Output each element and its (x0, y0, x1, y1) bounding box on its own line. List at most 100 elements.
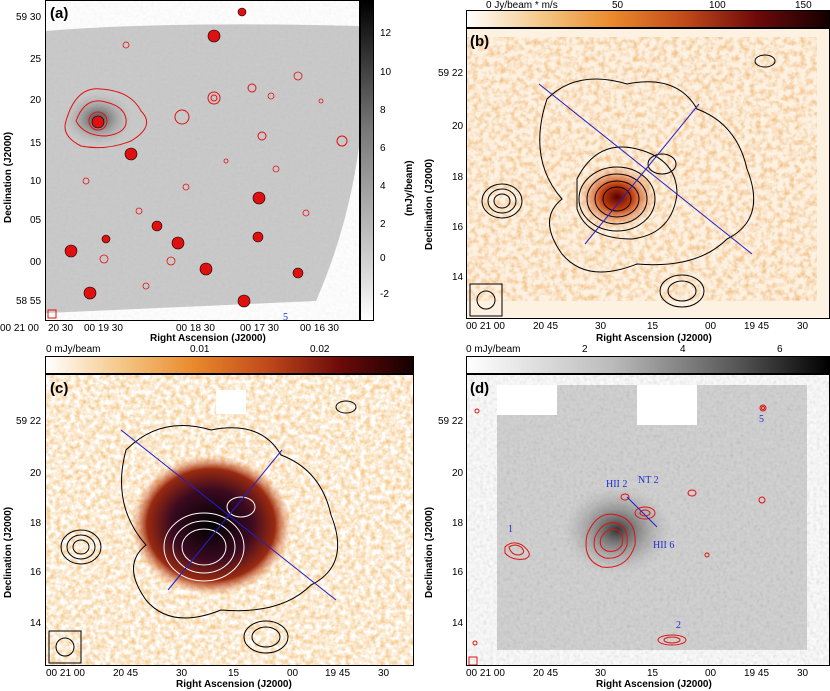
panel-c-colorbar (45, 356, 414, 374)
cbtick-b-50: 50 (612, 0, 624, 11)
xtick-b-0: 00 21 00 (466, 321, 505, 332)
panel-c-image (45, 374, 414, 666)
cbtick-b-150: 150 (795, 0, 812, 11)
xtick-a-2: 00 19 30 (84, 323, 123, 334)
cbtick-a-12: 12 (380, 28, 392, 39)
xtick-d-6: 30 (797, 668, 809, 679)
ytick-d-3: 16 (452, 567, 464, 578)
xtick-c-0: 00 21 00 (46, 668, 85, 679)
xtick-c-6: 30 (378, 668, 390, 679)
ytick-a-5: 05 (30, 215, 42, 226)
xtick-b-3: 15 (647, 321, 659, 332)
panel-b-ylabel: Declination (J2000) (424, 158, 435, 250)
annotation-5: 5 (759, 414, 764, 425)
xtick-c-4: 00 (287, 668, 299, 679)
xtick-c-5: 19 45 (325, 668, 351, 679)
ytick-a-6: 00 (30, 257, 42, 268)
cbtick-a-8: 8 (380, 105, 386, 116)
panel-c-ylabel: Declination (J2000) (3, 506, 14, 598)
ytick-b-0: 59 22 (438, 68, 464, 79)
annotation-hii-6: HII 6 (653, 540, 675, 551)
xtick-d-4: 00 (705, 668, 717, 679)
panel-d-colorbar (466, 356, 830, 374)
ytick-c-3: 16 (30, 567, 42, 578)
xtick-a-3: 00 18 30 (176, 323, 215, 334)
cbtick-c-001: 0.01 (190, 344, 210, 355)
annotation-2: 2 (676, 620, 681, 631)
cbtick-d-6: 6 (777, 344, 783, 355)
ytick-c-4: 14 (30, 618, 42, 629)
ytick-d-0: 59 22 (438, 416, 464, 427)
cbtick-a-0: 0 (380, 253, 386, 264)
xtick-d-5: 19 45 (744, 668, 770, 679)
xtick-a-4: 00 17 30 (240, 323, 279, 334)
ytick-b-3: 16 (452, 222, 464, 233)
ytick-b-4: 14 (452, 272, 464, 283)
panel-c-xlabel: Right Ascension (J2000) (176, 679, 292, 690)
panel-c-label: (c) (50, 380, 69, 397)
annotation-nt-2: NT 2 (638, 475, 659, 486)
ytick-a-4: 10 (30, 176, 42, 187)
ytick-a-2: 20 (30, 95, 42, 106)
panel-a-image (45, 0, 360, 321)
cbtick-d-2: 2 (582, 344, 588, 355)
xtick-b-5: 19 45 (744, 321, 770, 332)
panel-b-xlabel: Right Ascension (J2000) (596, 333, 712, 344)
panel-d-xlabel: Right Ascension (J2000) (596, 679, 712, 690)
cbtick-a-4: 4 (380, 181, 386, 192)
cbtick-a-neg2: -2 (380, 289, 389, 300)
panel-d-ylabel: Declination (J2000) (424, 506, 435, 598)
ytick-c-0: 59 22 (16, 416, 42, 427)
annotation-hii-2: HII 2 (606, 479, 628, 490)
xtick-d-2: 30 (595, 668, 607, 679)
xtick-b-2: 30 (595, 321, 607, 332)
cbtick-a-10: 10 (380, 67, 392, 78)
cbtick-d-4: 4 (680, 344, 686, 355)
ytick-a-3: 15 (30, 138, 42, 149)
xtick-d-1: 20 45 (533, 668, 559, 679)
cbtick-a-2: 2 (380, 219, 386, 230)
cbtick-b-100: 100 (709, 0, 726, 11)
ytick-d-4: 14 (452, 618, 464, 629)
panel-b-image (466, 28, 830, 319)
xtick-b-1: 20 45 (533, 321, 559, 332)
annotation-1: 1 (508, 524, 513, 535)
xtick-b-4: 00 (705, 321, 717, 332)
xtick-c-2: 30 (176, 668, 188, 679)
panel-a-map (46, 7, 359, 319)
panel-d-label: (d) (470, 380, 490, 397)
xtick-b-6: 30 (797, 321, 809, 332)
panel-b-map (467, 29, 829, 318)
ytick-a-7: 58 55 (16, 296, 42, 307)
xtick-c-3: 15 (228, 668, 240, 679)
ytick-a-1: 25 (30, 54, 42, 65)
cbtick-a-6: 6 (380, 143, 386, 154)
ytick-d-1: 20 (452, 468, 464, 479)
panel-a-stray-label: 5 (283, 312, 288, 323)
cbtick-c-0: 0 mJy/beam (46, 344, 101, 355)
ytick-b-1: 20 (452, 121, 464, 132)
xtick-a-5: 00 16 30 (300, 323, 339, 334)
xtick-a-1: 20 30 (48, 323, 74, 334)
ytick-b-2: 18 (452, 172, 464, 183)
panel-a-ylabel: Declination (J2000) (3, 131, 14, 223)
ytick-c-1: 20 (30, 468, 42, 479)
panel-b-label: (b) (470, 33, 490, 50)
panel-a-colorbar-label: (mJy/beam) (404, 160, 415, 216)
xtick-d-0: 00 21 00 (466, 668, 505, 679)
panel-a-colorbar (360, 0, 374, 321)
panel-c-map (46, 375, 413, 665)
panel-b-colorbar (466, 10, 830, 28)
panel-d-image (466, 374, 830, 666)
ytick-c-2: 18 (30, 518, 42, 529)
ytick-d-2: 18 (452, 518, 464, 529)
cbtick-b-0: 0 Jy/beam * m/s (486, 0, 558, 11)
panel-d-map (468, 385, 807, 665)
xtick-c-1: 20 45 (113, 668, 139, 679)
cbtick-c-002: 0.02 (310, 344, 330, 355)
panel-a-label: (a) (50, 5, 69, 22)
xtick-d-3: 15 (647, 668, 659, 679)
panel-a-xlabel: Right Ascension (J2000) (150, 333, 266, 344)
cbtick-d-0: 0 mJy/beam (466, 344, 521, 355)
xtick-a-0: 00 21 00 (0, 323, 39, 334)
